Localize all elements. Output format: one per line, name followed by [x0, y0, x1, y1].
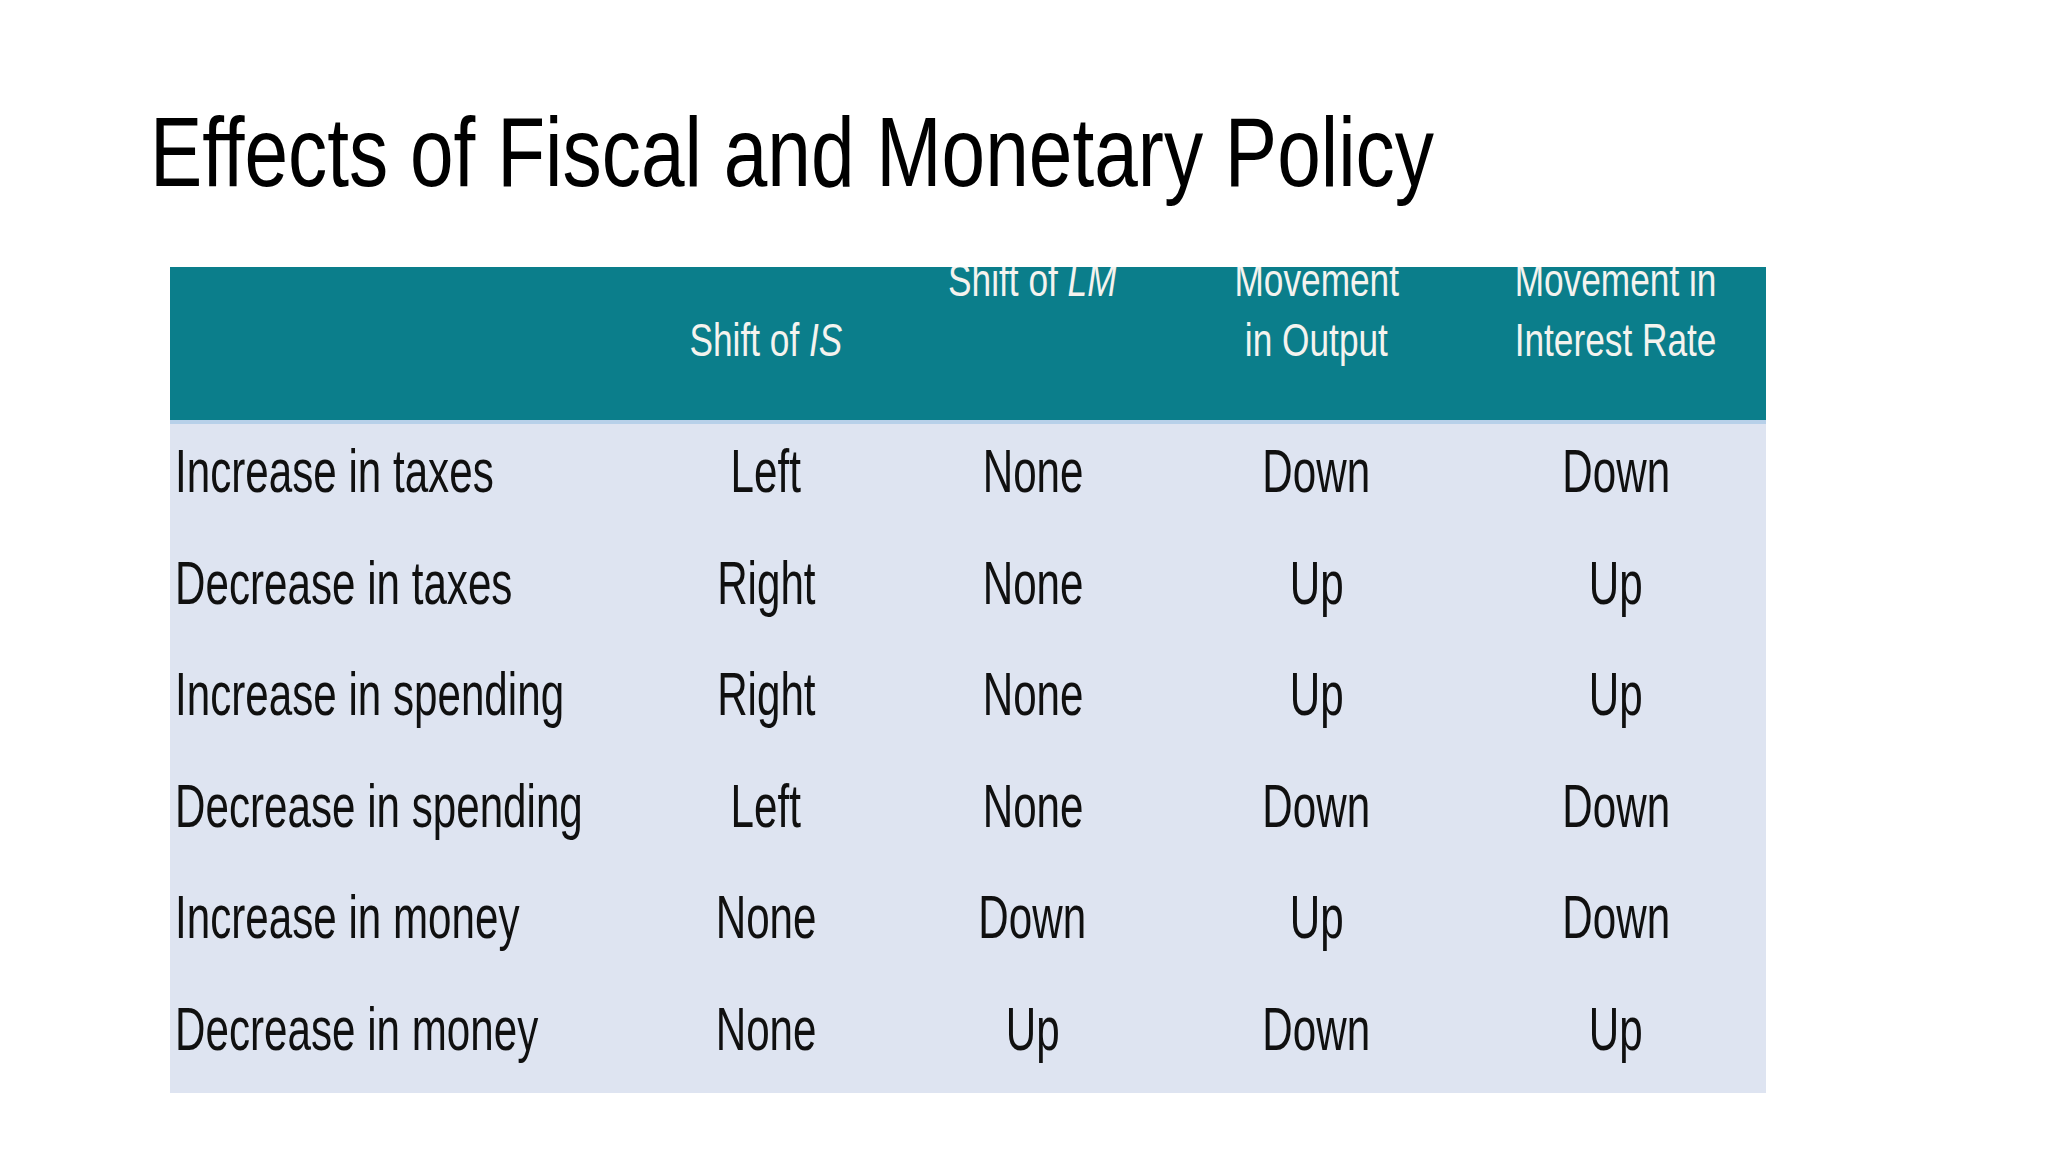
header-cell-movement-interest: Movement in Interest Rate [1466, 267, 1766, 420]
shift-is-value: None [716, 996, 817, 1061]
slide-title: Effects of Fiscal and Monetary Policy [150, 96, 1755, 210]
row-label-cell: Decrease in spending [170, 773, 634, 838]
row-label: Increase in taxes [175, 438, 494, 503]
shift-is-value: Right [717, 550, 815, 615]
movement-interest-value: Up [1589, 550, 1643, 615]
movement-interest-value: Up [1589, 996, 1643, 1061]
movement-output-value: Up [1290, 661, 1344, 726]
header-cell-shift-is: Shift of IS [634, 267, 897, 420]
shift-lm-cell: Up [898, 996, 1168, 1061]
header-shift-lm-prefix: Shift of [948, 267, 1068, 306]
table-row: Increase in spending Right None Up Up [170, 647, 1766, 759]
shift-is-value: Right [717, 661, 815, 726]
row-label-cell: Increase in money [170, 884, 634, 949]
shift-lm-cell: Down [898, 884, 1168, 949]
movement-output-value: Up [1290, 550, 1344, 615]
table-row: Decrease in money None Up Down Up [170, 982, 1766, 1094]
shift-lm-cell: None [898, 661, 1168, 726]
shift-is-value: Left [731, 438, 801, 503]
movement-interest-value: Down [1562, 773, 1670, 838]
shift-is-cell: Right [634, 661, 897, 726]
movement-output-value: Down [1263, 438, 1371, 503]
movement-interest-value: Down [1562, 438, 1670, 503]
shift-is-cell: None [634, 996, 897, 1061]
header-movement-interest-line1: Movement in [1515, 267, 1717, 310]
shift-lm-cell: None [898, 438, 1168, 503]
header-shift-lm-text: Shift of LM [948, 267, 1116, 310]
shift-lm-value: Up [1006, 996, 1060, 1061]
table-row: Decrease in spending Left None Down Down [170, 759, 1766, 871]
header-movement-output-line2: in Output [1245, 310, 1388, 370]
table-row: Increase in money None Down Up Down [170, 870, 1766, 982]
table-body: Increase in taxes Left None Down Down De… [170, 424, 1766, 1093]
row-label-cell: Decrease in money [170, 996, 634, 1061]
header-cell-shift-lm: Shift of LM [898, 267, 1168, 420]
row-label: Increase in spending [175, 661, 564, 726]
row-label: Decrease in spending [175, 773, 583, 838]
header-movement-output-line1: Movement [1234, 267, 1399, 310]
shift-is-cell: Left [634, 773, 897, 838]
shift-is-cell: Right [634, 550, 897, 615]
movement-interest-cell: Up [1466, 661, 1766, 726]
movement-output-cell: Down [1167, 773, 1465, 838]
row-label: Decrease in taxes [175, 550, 512, 615]
movement-interest-cell: Down [1466, 773, 1766, 838]
shift-is-cell: None [634, 884, 897, 949]
row-label: Increase in money [175, 884, 519, 949]
table-row: Decrease in taxes Right None Up Up [170, 536, 1766, 648]
movement-interest-value: Down [1562, 884, 1670, 949]
movement-interest-cell: Down [1466, 438, 1766, 503]
header-cell-row-labels [170, 267, 634, 420]
movement-interest-value: Up [1589, 661, 1643, 726]
movement-interest-cell: Up [1466, 550, 1766, 615]
shift-lm-value: Down [979, 884, 1087, 949]
movement-interest-cell: Down [1466, 884, 1766, 949]
shift-is-value: Left [731, 773, 801, 838]
shift-is-cell: Left [634, 438, 897, 503]
movement-output-cell: Up [1167, 550, 1465, 615]
shift-lm-value: None [982, 661, 1083, 726]
row-label: Decrease in money [175, 996, 538, 1061]
header-movement-interest-line2: Interest Rate [1515, 310, 1717, 370]
row-label-cell: Increase in spending [170, 661, 634, 726]
movement-output-value: Down [1263, 773, 1371, 838]
header-shift-is-text: Shift of IS [690, 310, 843, 370]
movement-output-value: Up [1290, 884, 1344, 949]
shift-lm-cell: None [898, 550, 1168, 615]
shift-lm-value: None [982, 773, 1083, 838]
row-label-cell: Increase in taxes [170, 438, 634, 503]
movement-output-cell: Up [1167, 661, 1465, 726]
shift-lm-value: None [982, 550, 1083, 615]
movement-interest-cell: Up [1466, 996, 1766, 1061]
movement-output-cell: Up [1167, 884, 1465, 949]
policy-effects-table: Shift of IS Shift of LM Movement in Outp… [170, 267, 1766, 1093]
movement-output-cell: Down [1167, 996, 1465, 1061]
shift-lm-value: None [982, 438, 1083, 503]
header-shift-is-prefix: Shift of [690, 313, 810, 366]
movement-output-value: Down [1263, 996, 1371, 1061]
header-shift-lm-em: LM [1068, 267, 1117, 306]
table-row: Increase in taxes Left None Down Down [170, 424, 1766, 536]
movement-output-cell: Down [1167, 438, 1465, 503]
header-shift-is-em: IS [809, 313, 842, 366]
header-cell-movement-output: Movement in Output [1167, 267, 1465, 420]
shift-is-value: None [716, 884, 817, 949]
slide-title-text: Effects of Fiscal and Monetary Policy [150, 96, 1434, 210]
shift-lm-cell: None [898, 773, 1168, 838]
table-header-row: Shift of IS Shift of LM Movement in Outp… [170, 267, 1766, 420]
row-label-cell: Decrease in taxes [170, 550, 634, 615]
